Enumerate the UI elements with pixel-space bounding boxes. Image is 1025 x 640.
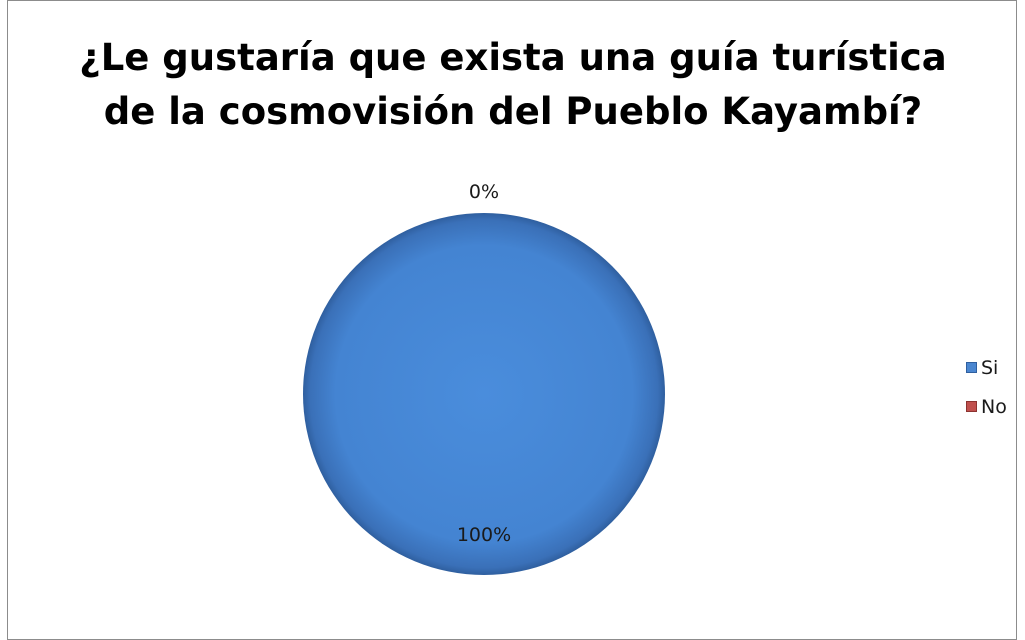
legend-label-no: No	[981, 395, 1007, 418]
legend-label-si: Si	[981, 356, 999, 379]
chart-title-line-2: de la cosmovisión del Pueblo Kayambí?	[103, 90, 923, 133]
legend-swatch-no	[966, 401, 977, 412]
chart-title-line-1: ¿Le gustaría que exista una guía turísti…	[79, 36, 947, 79]
data-label-no: 0%	[469, 181, 499, 203]
legend-item-si: Si	[966, 355, 1007, 380]
pie-slice-si	[303, 213, 665, 575]
data-label-si: 100%	[457, 524, 511, 546]
pie-data-labels: 100% 0%	[457, 181, 511, 546]
legend-item-no: No	[966, 394, 1007, 419]
legend: Si No	[966, 355, 1007, 433]
chart-title: ¿Le gustaría que exista una guía turísti…	[8, 31, 1018, 139]
chart-frame: ¿Le gustaría que exista una guía turísti…	[7, 0, 1017, 640]
pie-chart: 100% 0%	[303, 181, 665, 575]
legend-swatch-si	[966, 362, 977, 373]
pie-slices	[303, 213, 665, 575]
